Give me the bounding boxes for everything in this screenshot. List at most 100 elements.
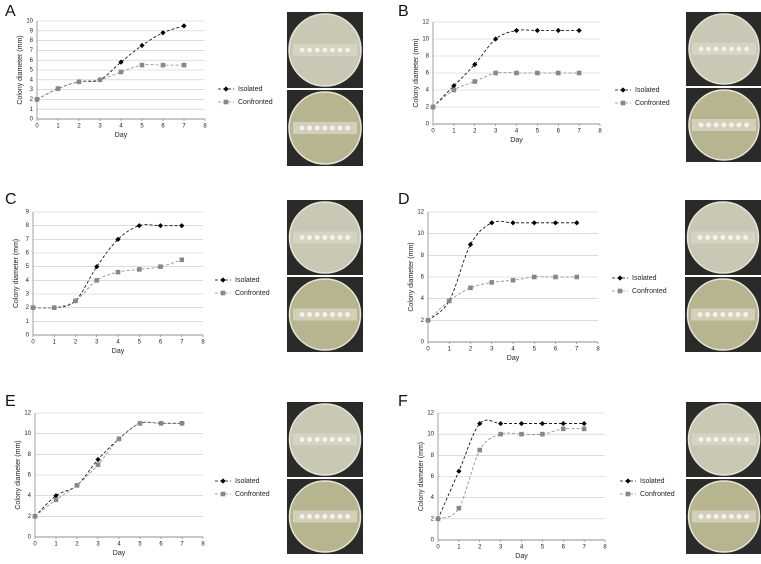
x-tick-label: 8 xyxy=(603,545,607,551)
marker xyxy=(534,27,540,34)
colony xyxy=(345,47,351,53)
colony xyxy=(314,312,320,317)
x-tick-label: 8 xyxy=(598,129,602,135)
marker xyxy=(220,478,226,484)
y-tick-label: 6 xyxy=(421,275,425,281)
marker xyxy=(76,79,82,85)
x-tick-label: 6 xyxy=(562,545,566,551)
y-tick-label: 6 xyxy=(426,71,430,77)
marker xyxy=(157,223,164,229)
colony xyxy=(721,122,727,128)
y-tick-label: 4 xyxy=(30,77,34,83)
marker xyxy=(513,27,520,34)
x-tick-label: 4 xyxy=(119,124,123,130)
y-axis-title: Colony diameter (mm) xyxy=(15,440,22,509)
x-axis-title: Day xyxy=(515,553,528,560)
marker xyxy=(32,514,38,519)
x-tick-label: 2 xyxy=(473,129,477,135)
colony xyxy=(728,46,734,52)
marker xyxy=(139,42,145,49)
marker xyxy=(34,97,40,102)
colony xyxy=(314,47,320,53)
legend-label: Isolated xyxy=(632,275,657,282)
colony xyxy=(345,514,351,519)
x-tick-label: 6 xyxy=(159,340,163,346)
series-line xyxy=(32,224,182,309)
x-tick-label: 3 xyxy=(490,347,494,353)
y-tick-label: 3 xyxy=(30,87,34,93)
marker xyxy=(220,491,226,497)
y-tick-label: 8 xyxy=(26,223,30,229)
x-axis-title: Day xyxy=(115,132,128,139)
marker xyxy=(519,431,524,437)
colony xyxy=(736,46,742,52)
marker xyxy=(95,462,101,467)
marker xyxy=(539,420,545,427)
marker xyxy=(179,421,185,426)
x-tick-label: 4 xyxy=(515,129,519,135)
marker xyxy=(467,241,474,248)
x-tick-label: 3 xyxy=(95,340,99,346)
marker xyxy=(468,285,473,291)
x-tick-label: 5 xyxy=(138,542,142,548)
marker xyxy=(74,483,80,488)
marker xyxy=(510,220,516,226)
colony xyxy=(743,312,749,317)
colony xyxy=(743,235,749,240)
y-tick-label: 6 xyxy=(30,58,34,64)
y-tick-label: 10 xyxy=(417,231,424,237)
marker xyxy=(620,87,626,93)
y-axis-title: Colony diameter (mm) xyxy=(418,442,425,511)
marker xyxy=(160,62,166,68)
x-tick-label: 2 xyxy=(478,545,482,551)
colony xyxy=(307,125,313,131)
series-line xyxy=(34,421,182,517)
y-tick-label: 6 xyxy=(431,474,435,480)
colony xyxy=(713,437,719,442)
x-tick-label: 5 xyxy=(140,124,144,130)
x-tick-label: 3 xyxy=(98,124,102,130)
x-tick-label: 7 xyxy=(180,542,184,548)
marker xyxy=(181,62,187,68)
colony xyxy=(712,312,718,317)
marker xyxy=(620,100,626,106)
x-tick-label: 6 xyxy=(557,129,561,135)
y-tick-label: 0 xyxy=(28,535,32,541)
marker xyxy=(451,83,457,89)
colony xyxy=(299,235,305,240)
colony xyxy=(299,125,305,131)
y-axis-title: Colony diameter (mm) xyxy=(413,38,420,107)
marker xyxy=(95,456,101,463)
y-tick-label: 10 xyxy=(24,431,31,437)
marker xyxy=(160,30,166,36)
x-tick-label: 2 xyxy=(77,124,81,130)
x-tick-label: 6 xyxy=(554,347,558,353)
colony xyxy=(727,235,733,240)
marker xyxy=(30,305,36,310)
legend-label: Confronted xyxy=(632,288,667,295)
colony xyxy=(744,437,750,442)
panel-letter: B xyxy=(398,3,409,20)
marker xyxy=(223,86,229,92)
colony xyxy=(721,437,727,442)
marker xyxy=(617,275,623,281)
x-tick-label: 4 xyxy=(520,545,524,551)
x-tick-label: 2 xyxy=(469,347,473,353)
y-tick-label: 10 xyxy=(26,19,33,25)
marker xyxy=(435,516,441,522)
colony xyxy=(337,312,343,317)
colony xyxy=(307,514,313,519)
y-tick-label: 0 xyxy=(26,333,30,339)
x-tick-label: 0 xyxy=(33,542,37,548)
y-tick-label: 0 xyxy=(426,122,430,128)
y-tick-label: 12 xyxy=(427,411,434,417)
colony xyxy=(322,514,328,519)
marker xyxy=(181,23,187,29)
colony xyxy=(744,122,750,128)
panel-letter: E xyxy=(5,393,16,410)
colony xyxy=(706,122,712,128)
marker xyxy=(489,220,495,226)
y-tick-label: 5 xyxy=(30,68,34,74)
marker xyxy=(118,69,124,75)
